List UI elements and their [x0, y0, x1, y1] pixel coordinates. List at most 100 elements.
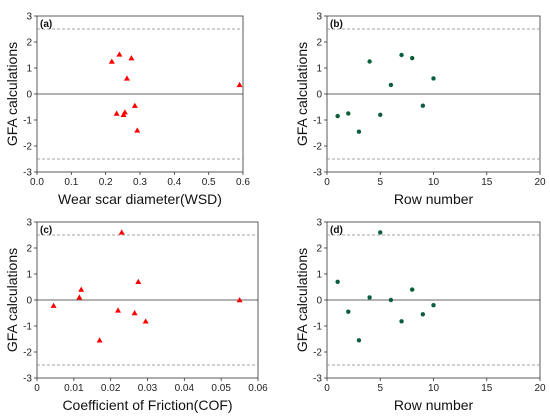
- data-point: [236, 297, 243, 303]
- x-tick-label: 10: [428, 383, 440, 394]
- y-tick-label: 2: [316, 38, 322, 49]
- y-tick-label: 1: [316, 64, 322, 75]
- y-axis-label: GFA calculations: [4, 248, 20, 352]
- y-tick-label: -1: [23, 322, 32, 333]
- y-tick-label: -3: [313, 168, 322, 179]
- data-point: [399, 319, 404, 324]
- data-point: [131, 310, 138, 316]
- y-tick-label: 2: [26, 38, 32, 49]
- x-tick-label: 15: [481, 177, 493, 188]
- x-tick-label: 0.3: [133, 177, 147, 188]
- data-point: [78, 286, 85, 292]
- y-tick-label: 3: [316, 218, 322, 229]
- data-point: [118, 229, 125, 235]
- data-point: [96, 337, 103, 343]
- y-tick-label: -3: [23, 374, 32, 385]
- data-point: [356, 338, 362, 343]
- data-point: [123, 75, 130, 81]
- data-point: [335, 279, 340, 284]
- y-tick-label: 2: [26, 244, 32, 255]
- x-tick-label: 0.06: [248, 383, 268, 394]
- y-tick-label: -2: [23, 348, 32, 359]
- data-point: [346, 111, 351, 116]
- x-tick-label: 20: [534, 177, 546, 188]
- x-tick-label: 0.0: [30, 177, 44, 188]
- x-tick-label: 0.2: [99, 177, 113, 188]
- y-tick-label: -1: [313, 116, 322, 127]
- y-tick-label: -2: [23, 142, 32, 153]
- y-tick-label: 0: [316, 90, 322, 101]
- data-point: [76, 294, 83, 300]
- data-point: [378, 112, 383, 118]
- x-tick-label: 0.02: [101, 383, 121, 394]
- y-tick-label: 3: [26, 12, 32, 23]
- y-axis-label: GFA calculations: [294, 42, 310, 146]
- y-tick-label: -2: [313, 348, 322, 359]
- x-tick-label: 0: [34, 383, 40, 394]
- x-axis-label: Coefficient of Friction(COF): [62, 397, 232, 413]
- x-axis-label: Row number: [394, 191, 474, 207]
- x-tick-label: 10: [428, 177, 440, 188]
- y-tick-label: -2: [313, 142, 322, 153]
- data-point: [356, 129, 362, 134]
- x-tick-label: 0.05: [211, 383, 231, 394]
- x-tick-label: 0.04: [175, 383, 195, 394]
- data-point: [128, 55, 135, 61]
- panel-label: (d): [330, 225, 343, 236]
- data-point: [335, 113, 340, 119]
- y-tick-label: -1: [313, 322, 322, 333]
- panel-label: (c): [40, 225, 52, 236]
- y-tick-label: 0: [26, 90, 32, 101]
- x-tick-label: 0: [324, 177, 330, 188]
- data-point: [135, 278, 142, 284]
- data-point: [378, 230, 383, 235]
- data-point: [367, 295, 372, 300]
- x-tick-label: 0.01: [64, 383, 84, 394]
- y-tick-label: -3: [23, 168, 32, 179]
- x-tick-label: 0.4: [167, 177, 181, 188]
- data-point: [399, 52, 404, 58]
- panel-a: -3 -2 -1 0 1 2 3 0.0 0.1 0.2 0.3 0.4 0.5 0.6 Wear scar…: [4, 12, 250, 208]
- y-tick-label: 3: [26, 218, 32, 229]
- data-point: [134, 127, 141, 133]
- data-point: [410, 287, 415, 292]
- data-point: [50, 302, 57, 308]
- y-axis-label: GFA calculations: [294, 248, 310, 352]
- x-tick-label: 0.5: [202, 177, 216, 188]
- data-point: [431, 76, 436, 81]
- y-tick-label: 0: [26, 296, 32, 307]
- panel-d: -3 -2 -1 0 1 2 3 0 5 10 15 20 Row number GFA calculat…: [294, 218, 546, 414]
- panel-b: -3 -2 -1 0 1 2 3 0 5 10 15 20 Row number GFA calculat…: [294, 12, 546, 208]
- data-point: [420, 312, 426, 317]
- y-tick-label: 1: [316, 270, 322, 281]
- panel-c: -3 -2 -1 0 1 2 3 0 0.01 0.02 0.03 0.04 0.05 0.06 Coeff…: [4, 218, 268, 414]
- data-point: [121, 109, 128, 115]
- x-axis-label: Wear scar diameter(WSD): [58, 191, 222, 207]
- data-point: [131, 102, 138, 108]
- data-point: [410, 55, 415, 61]
- y-axis-label: GFA calculations: [4, 42, 20, 146]
- x-axis-label: Row number: [394, 397, 474, 413]
- y-tick-label: 1: [26, 64, 32, 75]
- y-tick-label: 2: [316, 244, 322, 255]
- x-tick-label: 0.1: [64, 177, 78, 188]
- data-point: [116, 51, 123, 57]
- y-tick-label: 1: [26, 270, 32, 281]
- panel-label: (a): [40, 19, 52, 30]
- y-tick-label: -3: [313, 374, 322, 385]
- data-point: [388, 82, 394, 88]
- panel-label: (b): [330, 19, 343, 30]
- x-tick-label: 5: [377, 383, 383, 394]
- y-tick-label: 0: [316, 296, 322, 307]
- x-tick-label: 0: [324, 383, 330, 394]
- y-tick-label: 3: [316, 12, 322, 23]
- x-tick-label: 5: [377, 177, 383, 188]
- data-point: [420, 103, 426, 108]
- data-point: [388, 297, 394, 303]
- x-tick-label: 15: [481, 383, 493, 394]
- data-point: [346, 309, 351, 314]
- data-point: [113, 110, 120, 116]
- data-point: [115, 307, 122, 313]
